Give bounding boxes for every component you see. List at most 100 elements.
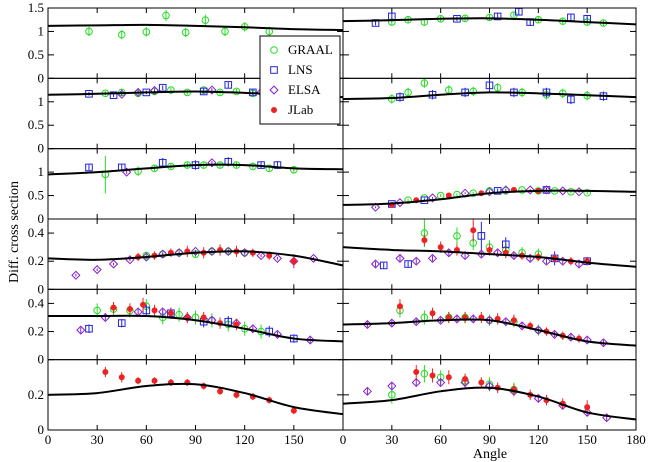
point-lns <box>542 88 551 97</box>
y-tick-label: 0 <box>38 281 45 296</box>
point-lns <box>158 158 167 167</box>
panel-9: 0 0.2 0.4 <box>28 288 344 367</box>
point-lns <box>224 81 233 89</box>
panel-frame <box>342 148 637 220</box>
point-elsa <box>566 332 576 342</box>
point-elsa <box>395 197 405 208</box>
point-elsa <box>174 248 184 258</box>
point-jlab <box>421 237 428 244</box>
point-elsa <box>207 315 217 325</box>
x-tick-label: 120 <box>235 432 255 447</box>
y-tick-label: 0 <box>38 141 45 156</box>
panel-8 <box>342 218 637 290</box>
panel-4 <box>342 77 637 150</box>
point-elsa <box>370 259 381 269</box>
series-graal <box>101 155 298 194</box>
series-lns <box>371 8 591 27</box>
model-curve <box>343 246 636 268</box>
point-lns <box>273 161 282 169</box>
point-elsa <box>272 253 283 263</box>
point-jlab <box>290 258 297 265</box>
point-graal <box>420 369 429 378</box>
model-curve <box>343 91 636 100</box>
point-jlab <box>290 407 297 414</box>
point-elsa <box>468 314 478 324</box>
point-lns <box>109 91 118 100</box>
point-graal <box>201 16 210 24</box>
point-graal <box>142 251 151 260</box>
point-graal <box>404 88 412 97</box>
x-tick-label: 90 <box>189 432 202 447</box>
model-curve <box>343 17 636 26</box>
model-curve <box>48 163 343 176</box>
y-tick-label: 1.5 <box>28 0 44 15</box>
point-lns <box>567 95 575 104</box>
series-graal <box>85 9 274 40</box>
y-tick-label: 1 <box>38 164 45 179</box>
panel-frame <box>342 359 637 431</box>
plot-area <box>343 364 636 423</box>
legend-item-lns: LNS <box>270 62 313 77</box>
plot-area <box>48 155 343 194</box>
x-tick-label: 180 <box>626 432 646 447</box>
point-graal <box>567 188 575 196</box>
point-elsa <box>484 381 495 391</box>
point-elsa <box>108 259 119 269</box>
y-tick-label: 0.2 <box>28 324 44 339</box>
point-elsa <box>541 185 552 195</box>
point-graal <box>404 196 412 205</box>
point-graal <box>469 87 478 96</box>
point-elsa <box>582 335 592 345</box>
y-tick-label: 0.2 <box>28 253 44 268</box>
panel-10 <box>342 288 637 361</box>
x-tick-label: 0 <box>340 432 347 447</box>
y-axis-title: Diff. cross section <box>7 181 22 283</box>
x-tick-label: 30 <box>91 432 104 447</box>
x-axis-title: Angle <box>473 447 507 462</box>
point-elsa <box>308 253 319 263</box>
point-lns <box>493 12 502 21</box>
point-graal <box>142 28 151 36</box>
point-elsa <box>541 256 552 266</box>
point-jlab <box>167 310 174 317</box>
point-jlab <box>437 244 444 251</box>
y-tick-label: 1 <box>38 23 45 38</box>
point-jlab <box>445 374 452 381</box>
series-jlab <box>102 366 297 415</box>
point-graal <box>583 188 591 197</box>
point-jlab <box>151 377 158 384</box>
point-graal <box>93 306 101 315</box>
point-lns <box>85 324 93 333</box>
point-graal <box>117 30 126 39</box>
point-elsa <box>387 381 397 391</box>
series-lns <box>85 304 298 343</box>
model-curve <box>48 250 343 267</box>
model-curve <box>48 314 343 343</box>
y-tick-label: 0 <box>38 422 45 437</box>
legend-marker-jlab <box>270 107 277 114</box>
y-tick-label: 0.5 <box>28 188 44 203</box>
x-tick-label: 150 <box>284 432 304 447</box>
point-elsa <box>484 315 495 325</box>
series-elsa <box>362 377 612 423</box>
point-elsa <box>133 87 143 98</box>
point-elsa <box>370 202 381 212</box>
x-tick-label: 30 <box>385 432 398 447</box>
point-jlab <box>217 388 224 395</box>
point-jlab <box>200 314 207 321</box>
point-graal <box>388 391 396 399</box>
point-elsa <box>411 377 421 388</box>
legend-marker-lns <box>270 66 278 74</box>
point-jlab <box>462 376 469 383</box>
y-tick-label: 0 <box>38 70 45 85</box>
plot-area <box>343 219 636 270</box>
legend-label: LNS <box>288 62 313 77</box>
point-elsa <box>207 85 217 95</box>
x-tick-label: 120 <box>529 432 549 447</box>
legend-label: ELSA <box>288 82 321 97</box>
point-elsa <box>436 377 446 388</box>
y-tick-label: 0 <box>38 211 45 226</box>
point-elsa <box>256 250 266 261</box>
point-jlab <box>396 303 403 310</box>
